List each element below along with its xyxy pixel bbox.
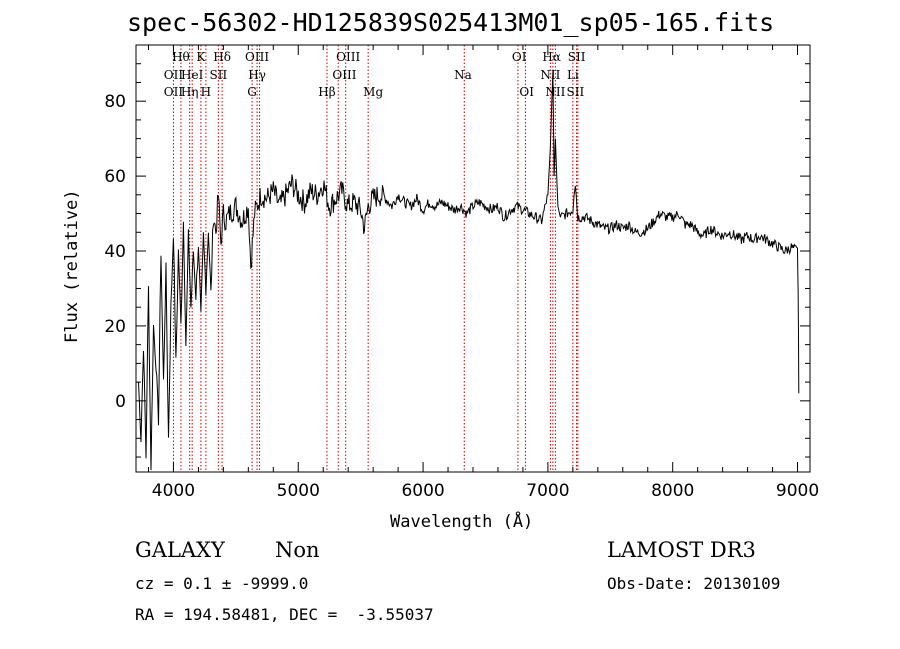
- x-tick-label: 6000: [401, 481, 444, 501]
- x-tick-label: 7000: [526, 481, 569, 501]
- line-label: Li: [567, 68, 579, 82]
- subclass-label: Non: [275, 538, 320, 562]
- x-tick-label: 4000: [152, 481, 195, 501]
- line-label: SII: [568, 50, 586, 64]
- line-label: Hβ: [318, 85, 335, 99]
- line-label: OIII: [336, 50, 360, 64]
- line-label: Hθ: [172, 50, 190, 64]
- y-tick-label: 60: [104, 167, 126, 187]
- x-axis-label: Wavelength (Å): [390, 512, 534, 532]
- line-label: K: [196, 50, 206, 64]
- emission-line-markers: [172, 45, 579, 472]
- line-label: OIII: [332, 68, 356, 82]
- x-tick-label: 5000: [277, 481, 320, 501]
- coordinates: RA = 194.58481, DEC = -3.55037: [135, 605, 434, 624]
- y-tick-label: 40: [104, 242, 126, 262]
- survey-label: LAMOST DR3: [607, 538, 756, 562]
- y-tick-label: 20: [104, 317, 126, 337]
- line-label: Hγ: [248, 68, 266, 82]
- chart-title: spec-56302-HD125839S025413M01_sp05-165.f…: [127, 8, 775, 37]
- line-label: SII: [210, 68, 228, 82]
- line-label: HeI: [181, 68, 204, 82]
- x-tick-label: 8000: [651, 481, 694, 501]
- line-label: OI: [512, 50, 527, 64]
- x-tick-label: 9000: [776, 481, 819, 501]
- line-label: Na: [454, 68, 472, 82]
- line-label: OII: [164, 68, 184, 82]
- spectrum-series: [138, 71, 800, 471]
- line-label: OII: [164, 85, 184, 99]
- line-label: NII: [540, 68, 560, 82]
- line-label: SII: [566, 85, 584, 99]
- line-label: OIII: [245, 50, 269, 64]
- line-label: Hα: [542, 50, 561, 64]
- plot-frame: [135, 44, 811, 473]
- y-tick-label: 0: [115, 392, 126, 412]
- obs-date: Obs-Date: 20130109: [607, 574, 781, 593]
- line-label: Hη: [181, 85, 199, 99]
- line-label: Mg: [363, 85, 383, 99]
- line-label: OI: [519, 85, 534, 99]
- line-label: G: [247, 85, 257, 99]
- cz-value: cz = 0.1 ± -9999.0: [135, 574, 309, 593]
- y-axis-label: Flux (relative): [62, 189, 82, 343]
- line-label: Hδ: [213, 50, 231, 64]
- plot-axes: 4000 5000 6000 7000 8000 9000 0 20 40 60 80: [104, 44, 819, 501]
- classification-label: GALAXY: [135, 538, 225, 562]
- line-label: H: [201, 85, 211, 99]
- line-label: NII: [545, 85, 565, 99]
- y-tick-label: 80: [104, 92, 126, 112]
- spectrum-line: [138, 71, 800, 471]
